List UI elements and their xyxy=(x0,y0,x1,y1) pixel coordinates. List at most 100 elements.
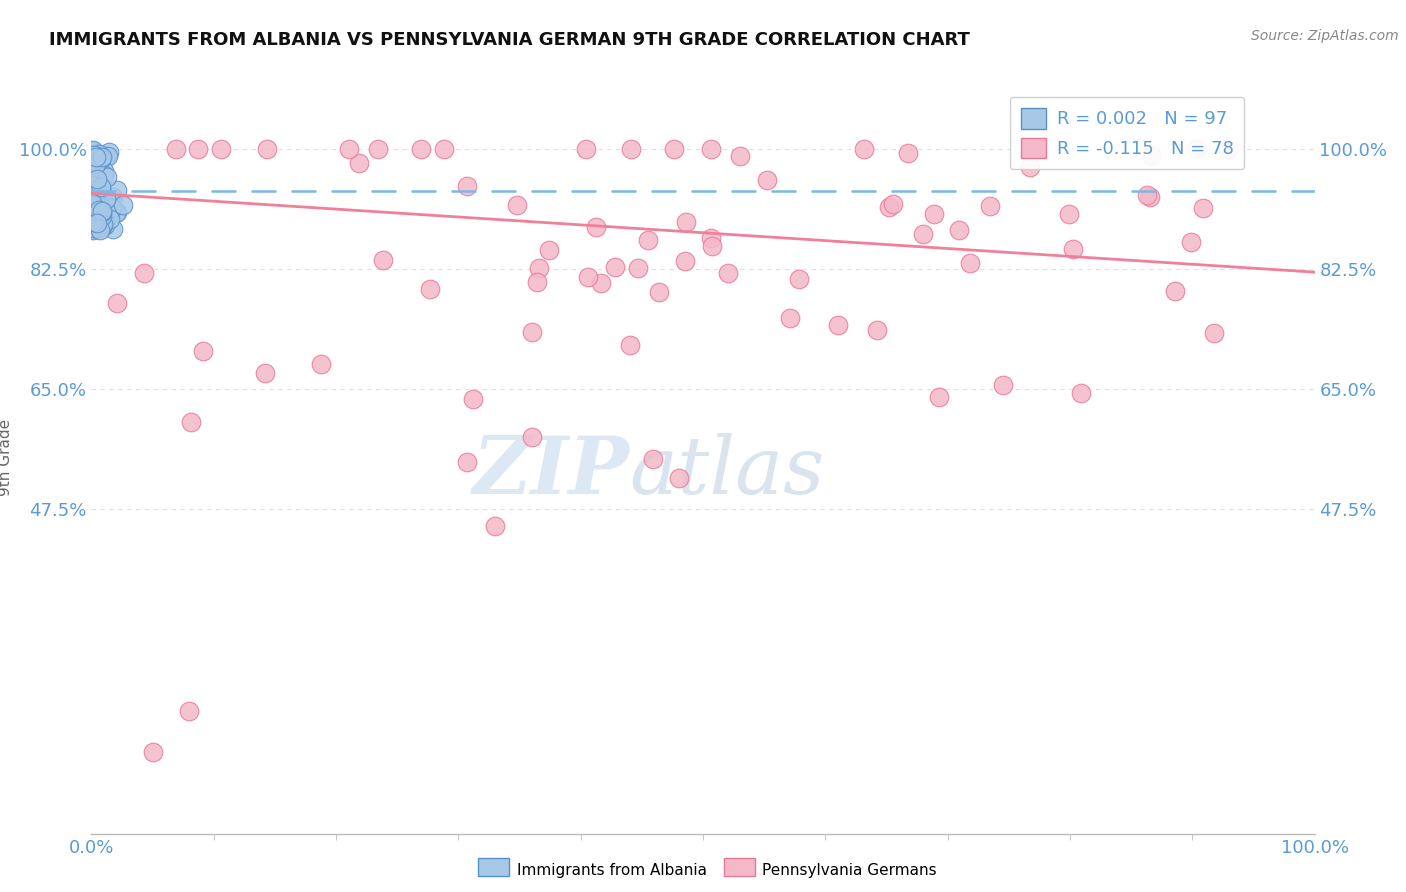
Point xyxy=(83,204,105,219)
Point xyxy=(979,199,1001,213)
Point xyxy=(82,174,104,188)
Point xyxy=(337,142,360,156)
Point xyxy=(83,189,105,203)
Point xyxy=(80,182,103,196)
Point xyxy=(882,196,904,211)
Point xyxy=(83,169,105,183)
Point xyxy=(209,142,232,156)
Point xyxy=(96,169,118,184)
Point xyxy=(179,704,201,718)
Point xyxy=(643,452,665,467)
Point xyxy=(87,203,110,218)
Point xyxy=(86,221,108,235)
Point xyxy=(82,171,104,186)
Point xyxy=(589,276,612,290)
Point xyxy=(1019,160,1042,174)
Point xyxy=(90,204,112,219)
Point xyxy=(1202,326,1225,341)
Point xyxy=(576,269,599,284)
Point xyxy=(1062,242,1084,256)
Point xyxy=(105,206,128,220)
Point xyxy=(82,215,104,229)
Point xyxy=(1180,235,1202,249)
Point xyxy=(89,222,111,236)
Point xyxy=(93,164,115,178)
Point xyxy=(84,181,107,195)
Point xyxy=(83,172,105,186)
Point xyxy=(620,142,643,156)
Point xyxy=(80,184,103,198)
Point xyxy=(86,201,108,215)
Point xyxy=(87,189,110,203)
Point xyxy=(80,196,103,211)
Point xyxy=(82,167,104,181)
Point xyxy=(673,254,696,268)
Point xyxy=(91,150,114,164)
Point xyxy=(529,260,551,275)
Point xyxy=(728,149,751,163)
Point xyxy=(80,144,103,158)
Point xyxy=(89,197,111,211)
Point xyxy=(83,194,105,208)
Point xyxy=(80,171,103,186)
Point xyxy=(80,161,103,176)
Point xyxy=(86,172,108,186)
Point xyxy=(717,266,740,280)
Point xyxy=(191,344,214,359)
Point xyxy=(526,275,548,289)
Point xyxy=(82,198,104,212)
Point xyxy=(911,227,934,242)
Point xyxy=(83,215,105,229)
Point xyxy=(105,205,128,219)
Point xyxy=(1139,190,1161,204)
Point xyxy=(1185,142,1208,156)
Point xyxy=(90,182,112,196)
Point xyxy=(87,147,110,161)
Point xyxy=(82,200,104,214)
Text: Pennsylvania Germans: Pennsylvania Germans xyxy=(762,863,936,878)
Point xyxy=(1139,147,1161,161)
Point xyxy=(648,285,671,299)
Text: atlas: atlas xyxy=(630,434,825,511)
Point xyxy=(456,455,478,469)
Point xyxy=(603,260,626,275)
Point xyxy=(86,172,108,186)
Point xyxy=(83,212,105,227)
Point xyxy=(91,198,114,212)
Point xyxy=(82,178,104,193)
Point xyxy=(928,390,950,404)
Point xyxy=(367,142,389,156)
Point xyxy=(959,255,981,269)
Point xyxy=(1164,284,1187,298)
Point xyxy=(187,142,209,156)
Point xyxy=(520,325,543,339)
Point xyxy=(82,220,104,235)
Point xyxy=(83,210,105,224)
Point xyxy=(180,416,202,430)
Text: Source: ZipAtlas.com: Source: ZipAtlas.com xyxy=(1251,29,1399,43)
Point xyxy=(90,215,112,229)
Text: ZIP: ZIP xyxy=(472,434,630,511)
Point xyxy=(80,182,103,196)
Point xyxy=(756,173,779,187)
Point xyxy=(948,223,970,237)
Point xyxy=(105,183,128,197)
Point xyxy=(91,209,114,223)
Point xyxy=(419,282,441,296)
Point xyxy=(93,169,115,183)
Point xyxy=(256,142,278,156)
Point xyxy=(91,219,114,234)
Point xyxy=(82,166,104,180)
Point xyxy=(699,142,721,156)
Point xyxy=(83,179,105,194)
Point xyxy=(80,204,103,219)
Point xyxy=(668,471,690,485)
Point xyxy=(852,142,875,156)
Point xyxy=(101,201,124,215)
Point xyxy=(165,142,187,156)
Point xyxy=(637,233,659,247)
Point xyxy=(779,310,801,325)
Point xyxy=(93,218,115,232)
Point xyxy=(86,150,108,164)
Point xyxy=(83,158,105,172)
